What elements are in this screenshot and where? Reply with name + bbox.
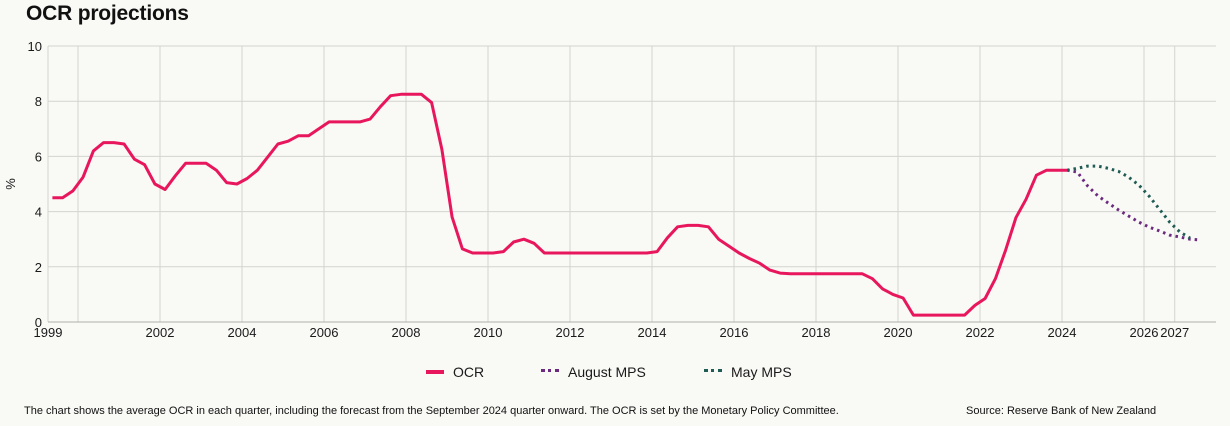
ocr-line [52,92,1068,317]
legend: OCR August MPS May MPS [0,364,1230,384]
x-tick-label: 1999 [34,325,63,340]
x-tick-label: 2008 [392,325,421,340]
may-mps-dotted-swatch [704,368,722,376]
y-axis-label: % [3,178,18,190]
x-tick-label: 2018 [802,325,831,340]
legend-label: May MPS [731,364,792,380]
y-tick-label: 4 [35,205,42,220]
chart-title: OCR projections [26,2,189,25]
legend-label: August MPS [568,364,646,380]
y-tick-label: 10 [28,39,42,54]
y-tick-label: 8 [35,94,42,109]
axis-layer: 0 2 4 6 8 10 1999 2002 2004 2006 2008 2010 2012 2014 2… [28,39,1216,340]
y-tick-label: 6 [35,149,42,164]
may-mps-line [1066,164,1191,240]
x-tick-label: 2006 [310,325,339,340]
x-tick-label: 2002 [146,325,175,340]
august-mps-dotted-swatch [541,368,559,376]
x-tick-label: 2010 [474,325,503,340]
chart-source: Source: Reserve Bank of New Zealand [966,405,1157,417]
y-tick-label: 2 [35,260,42,275]
ocr-line-swatch [426,370,444,374]
series-layer [52,92,1201,317]
x-tick-label: 2022 [966,325,995,340]
x-tick-label: 2016 [720,325,749,340]
august-mps-line [1066,168,1201,242]
x-tick-label: 2026 [1130,325,1159,340]
x-tick-label: 2020 [884,325,913,340]
x-tick-label: 2004 [228,325,257,340]
chart-footnote: The chart shows the average OCR in each … [24,405,839,417]
legend-item-august-mps[interactable]: August MPS [541,364,646,380]
x-tick-label: 2014 [638,325,667,340]
legend-item-ocr[interactable]: OCR [426,364,484,380]
x-tick-label: 2024 [1048,325,1077,340]
legend-item-may-mps[interactable]: May MPS [704,364,792,380]
x-tick-label: 2027 [1160,325,1189,340]
grid-layer [48,45,1216,322]
legend-label: OCR [453,364,485,380]
y-tick-label: 0 [35,315,42,330]
x-tick-label: 2012 [556,325,585,340]
ocr-chart: 0 2 4 6 8 10 1999 2002 2004 2006 2008 2010 2012 2014 2… [3,39,1216,340]
